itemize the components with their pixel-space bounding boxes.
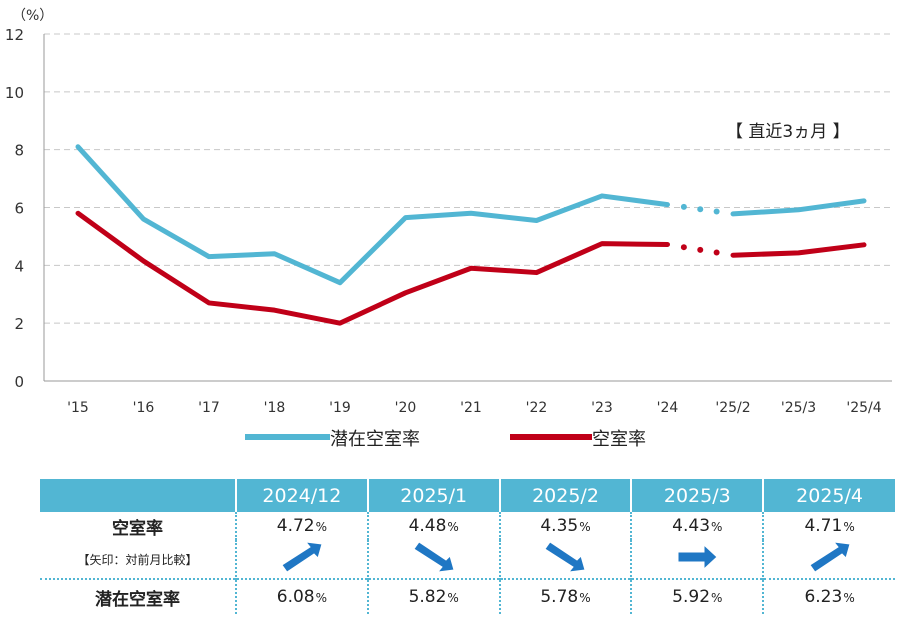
vacancy-cell: 4.35%: [498, 512, 632, 540]
series-line-1: [75, 210, 670, 326]
series-gap-dot-1: [680, 244, 687, 251]
arrow-down-right-shape: [412, 541, 455, 573]
legend-label-potential: 潜在空室率: [330, 429, 420, 450]
potential-cell: 6.08%: [235, 578, 368, 614]
trend-arrow-icon: [808, 541, 851, 573]
x-tick-label: '25/3: [781, 400, 816, 416]
y-unit-label: （%）: [12, 8, 53, 24]
trend-arrow-icon: [412, 541, 455, 573]
series-gap-dot-0: [697, 206, 704, 213]
y-tick-label: 4: [14, 257, 24, 275]
monthly-stats-table: 2024/12 2025/1 2025/2 2025/3 2025/4 空室率 …: [40, 479, 895, 614]
y-tick-label: 10: [5, 84, 24, 102]
vacancy-cell: 4.43%: [630, 512, 764, 540]
x-tick-label: '19: [329, 400, 351, 416]
y-tick-label: 12: [5, 26, 24, 44]
x-tick-label: '17: [198, 400, 220, 416]
x-tick-label: '25/2: [715, 400, 750, 416]
series-gap-dot-1: [697, 246, 704, 253]
trend-arrow-icon: [544, 541, 587, 573]
row-label-arrow-note: 【矢印：対前月比較】: [77, 552, 198, 567]
x-tick-label: '15: [67, 400, 89, 416]
vacancy-cell: 4.71%: [762, 512, 895, 540]
x-tick-label: '22: [526, 400, 548, 416]
line-chart: （%） 【 直近3ヵ月 】 0 2 4 6 8 10 12 '15 '16 '17 '18 '19 '…: [5, 8, 892, 450]
col-header: 2025/1: [366, 479, 500, 512]
table-corner: [40, 479, 236, 512]
x-tick-label: '23: [591, 400, 613, 416]
series-line-recent-1: [730, 242, 867, 258]
x-tick-label: '24: [657, 400, 679, 416]
vacancy-cell: 4.48%: [366, 512, 500, 540]
y-tick-label: 8: [14, 142, 24, 160]
col-header: 2024/12: [235, 479, 368, 512]
potential-cell: 5.78%: [498, 578, 632, 614]
x-tick-label: '20: [395, 400, 417, 416]
vacancy-cell: 4.72%: [235, 512, 368, 540]
potential-cell: 5.92%: [630, 578, 764, 614]
annotation-recent-3-months: 【 直近3ヵ月 】: [726, 122, 850, 142]
row-label-potential: 潜在空室率: [40, 578, 236, 614]
y-tick-label: 2: [14, 315, 24, 333]
legend-label-vacancy: 空室率: [592, 429, 646, 450]
series-line-recent-0: [730, 198, 867, 217]
col-header: 2025/3: [630, 479, 764, 512]
arrow-down-right-shape: [544, 541, 587, 573]
series-gap-dot-0: [713, 208, 720, 215]
series-gap-dot-1: [713, 249, 720, 256]
x-tick-label: '16: [133, 400, 155, 416]
x-tick-label: '18: [264, 400, 286, 416]
trend-arrow-icon: [281, 541, 323, 573]
trend-arrow-icon: [677, 543, 719, 571]
series-line-0: [75, 144, 670, 286]
arrow-up-right-shape: [808, 541, 851, 573]
row-label-vacancy: 空室率: [112, 518, 163, 539]
y-tick-label: 0: [14, 373, 24, 391]
col-header: 2025/4: [762, 479, 895, 512]
potential-cell: 5.82%: [366, 578, 500, 614]
x-tick-label: '25/4: [846, 400, 881, 416]
series-gap-dot-0: [680, 203, 687, 210]
arrow-right-shape: [677, 543, 719, 571]
arrow-up-right-shape: [281, 541, 323, 573]
col-header: 2025/2: [498, 479, 632, 512]
x-tick-label: '21: [460, 400, 482, 416]
potential-cell: 6.23%: [762, 578, 895, 614]
y-tick-label: 6: [14, 200, 24, 218]
